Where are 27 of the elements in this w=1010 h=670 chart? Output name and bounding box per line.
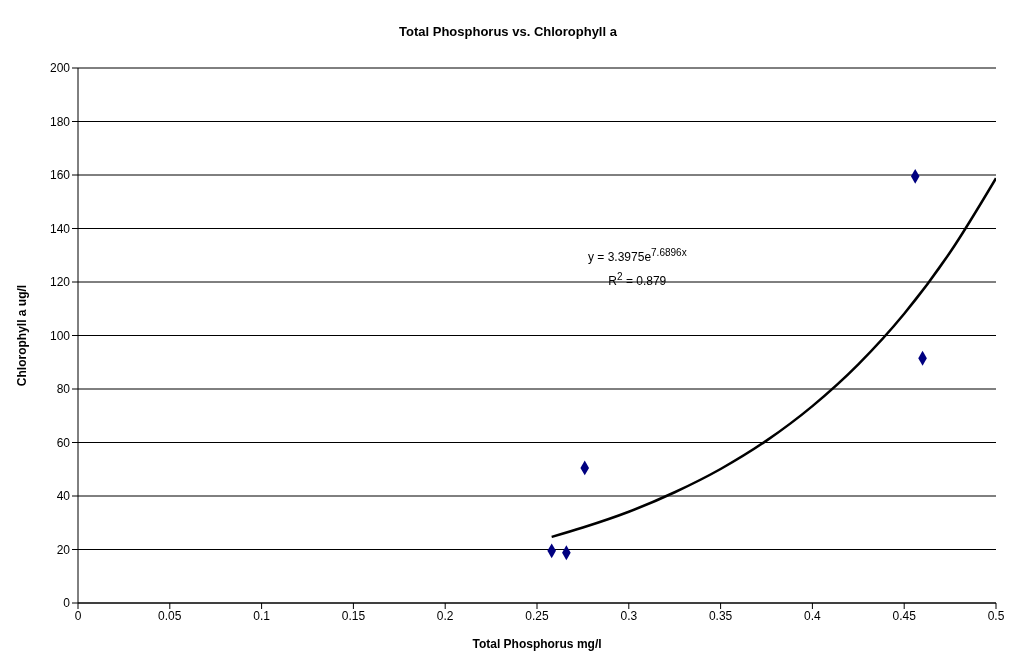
y-tick-label: 180 [49,114,71,129]
x-tick-label: 0.15 [341,608,366,623]
y-tick-label: 0 [63,596,71,611]
annotation: y = 3.3975e$^{7.6896x}$ [588,246,687,266]
y-tick-label: 80 [56,382,71,397]
y-tick-label: 120 [49,275,71,290]
x-axis-title: Total Phosphorus mg/l [472,637,602,651]
x-tick-label: 0 [74,608,82,623]
x-tick-label: 0.3 [620,608,638,623]
y-tick-label: 140 [49,221,71,236]
y-tick-label: 160 [49,168,71,183]
x-tick-label: 0.45 [892,608,917,623]
y-tick-label: 200 [49,61,71,76]
y-axis-title: Chlorophyll a ug/l [15,284,30,387]
x-tick-label: 0.35 [708,608,733,623]
x-tick-label: 0.05 [158,608,182,623]
x-tick-label: 0.25 [525,608,549,623]
x-tick-label: 0.1 [253,608,271,623]
y-tick-label: 100 [49,328,71,343]
x-tick-label: 0.4 [804,608,822,623]
chart-title: Total Phosphorus vs. Chlorophyll a [398,23,618,41]
y-tick-label: 40 [56,489,71,504]
x-tick-label: 0.2 [436,608,454,623]
y-tick-label: 20 [56,542,71,557]
annotation: R$^{2}$ = 0.879 [607,270,668,290]
x-tick-label: 0.5 [987,608,1005,623]
y-tick-label: 60 [56,435,71,450]
